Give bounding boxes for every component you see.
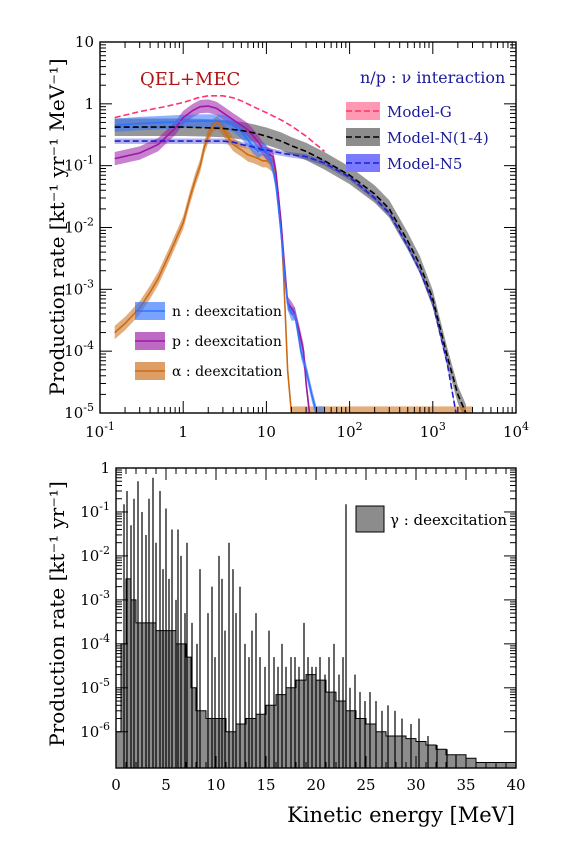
gamma-envelope: [116, 578, 516, 768]
legend-gamma: γ : deexcitation: [355, 505, 507, 533]
legend-gamma-swatch: [355, 505, 385, 533]
y-tick-label: 10-5: [64, 401, 94, 422]
legend-label: Model-N5: [387, 155, 462, 173]
y-tick-label: 10-2: [80, 544, 110, 565]
x-tick-label: 40: [506, 776, 525, 794]
legend-swatch: [346, 102, 380, 120]
legend-models: Model-G Model-N(1-4) Model-N5: [346, 102, 489, 173]
line-n: [114, 120, 325, 413]
top-chart: 10-1 1 10 102 103 10410-510-410-310-210-1110 …: [45, 33, 529, 441]
line-α: [114, 121, 473, 413]
x-tick-label: 10: [257, 423, 276, 441]
top-plot-area: [114, 95, 473, 413]
top-axis-ticks: 10-1 1 10 102 103 104 10-5 10-4 10-3 10-2 10-1 1 10: [64, 33, 529, 441]
y-tick-label: 10-3: [80, 588, 110, 609]
x-tick-label: 35: [456, 776, 475, 794]
x-tick-label: 15: [256, 776, 275, 794]
line-model-n14: [114, 126, 467, 413]
y-tick-label: 10-6: [80, 720, 110, 741]
y-tick-label: 10-4: [80, 632, 110, 653]
legend-label: α : deexcitation: [172, 364, 282, 380]
y-tick-label: 10-2: [64, 216, 94, 237]
x-tick-label: 102: [337, 420, 363, 441]
bottom-plot-area: [116, 477, 516, 768]
legend-swatch: [346, 154, 380, 172]
legend-label: n : deexcitation: [172, 304, 282, 320]
x-tick-label: 103: [420, 420, 446, 441]
y-tick-label: 1: [100, 459, 110, 477]
y-tick-label: 10-1: [64, 154, 94, 175]
y-tick-label: 10-5: [80, 676, 110, 697]
x-tick-label: 1: [178, 423, 188, 441]
y-tick-label: 1: [84, 95, 94, 113]
top-legend-title: n/p : ν interaction: [360, 68, 505, 87]
top-y-label: Production rate [kt⁻¹ yr⁻¹ MeV⁻¹]: [45, 58, 69, 395]
x-tick-label: 20: [306, 776, 325, 794]
y-tick-label: 10: [75, 33, 94, 51]
top-annotation: QEL+MEC: [140, 69, 240, 90]
x-tick-label: 30: [406, 776, 425, 794]
legend-deexcitation: n : deexcitation p : deexcitation α : deex…: [135, 302, 282, 380]
y-tick-label: 10-3: [64, 277, 94, 298]
bottom-axis-ticks: 0 5 10 15 20 25 30 35 40 10-6 10-5 10-4 10-3 10-2 10-1…: [80, 459, 525, 794]
y-tick-label: 10-4: [64, 339, 94, 360]
legend-label: p : deexcitation: [172, 334, 282, 350]
band-model-n14: [114, 118, 466, 413]
x-tick-label: 0: [111, 776, 121, 794]
x-tick-label: 10-1: [85, 420, 115, 441]
line-model-n5: [114, 140, 457, 413]
legend-label: Model-G: [387, 103, 452, 121]
x-tick-label: 5: [161, 776, 171, 794]
legend-gamma-label: γ : deexcitation: [390, 511, 507, 529]
x-tick-label: 10: [206, 776, 225, 794]
x-tick-label: 25: [356, 776, 375, 794]
legend-swatch: [346, 128, 380, 146]
bottom-chart: 0 5 10 15 20 25 30 35 40 10-6 10-5 10-4 10-3 10-2 10-1…: [45, 459, 526, 827]
y-tick-label: 10-1: [80, 500, 110, 521]
bottom-x-label: Kinetic energy [MeV]: [287, 803, 515, 827]
legend-label: Model-N(1-4): [387, 129, 489, 147]
line-model-g: [114, 95, 326, 153]
bottom-y-label: Production rate [kt⁻¹ yr⁻¹]: [45, 481, 69, 747]
x-tick-label: 104: [503, 420, 529, 441]
top-frame: [99, 41, 517, 414]
